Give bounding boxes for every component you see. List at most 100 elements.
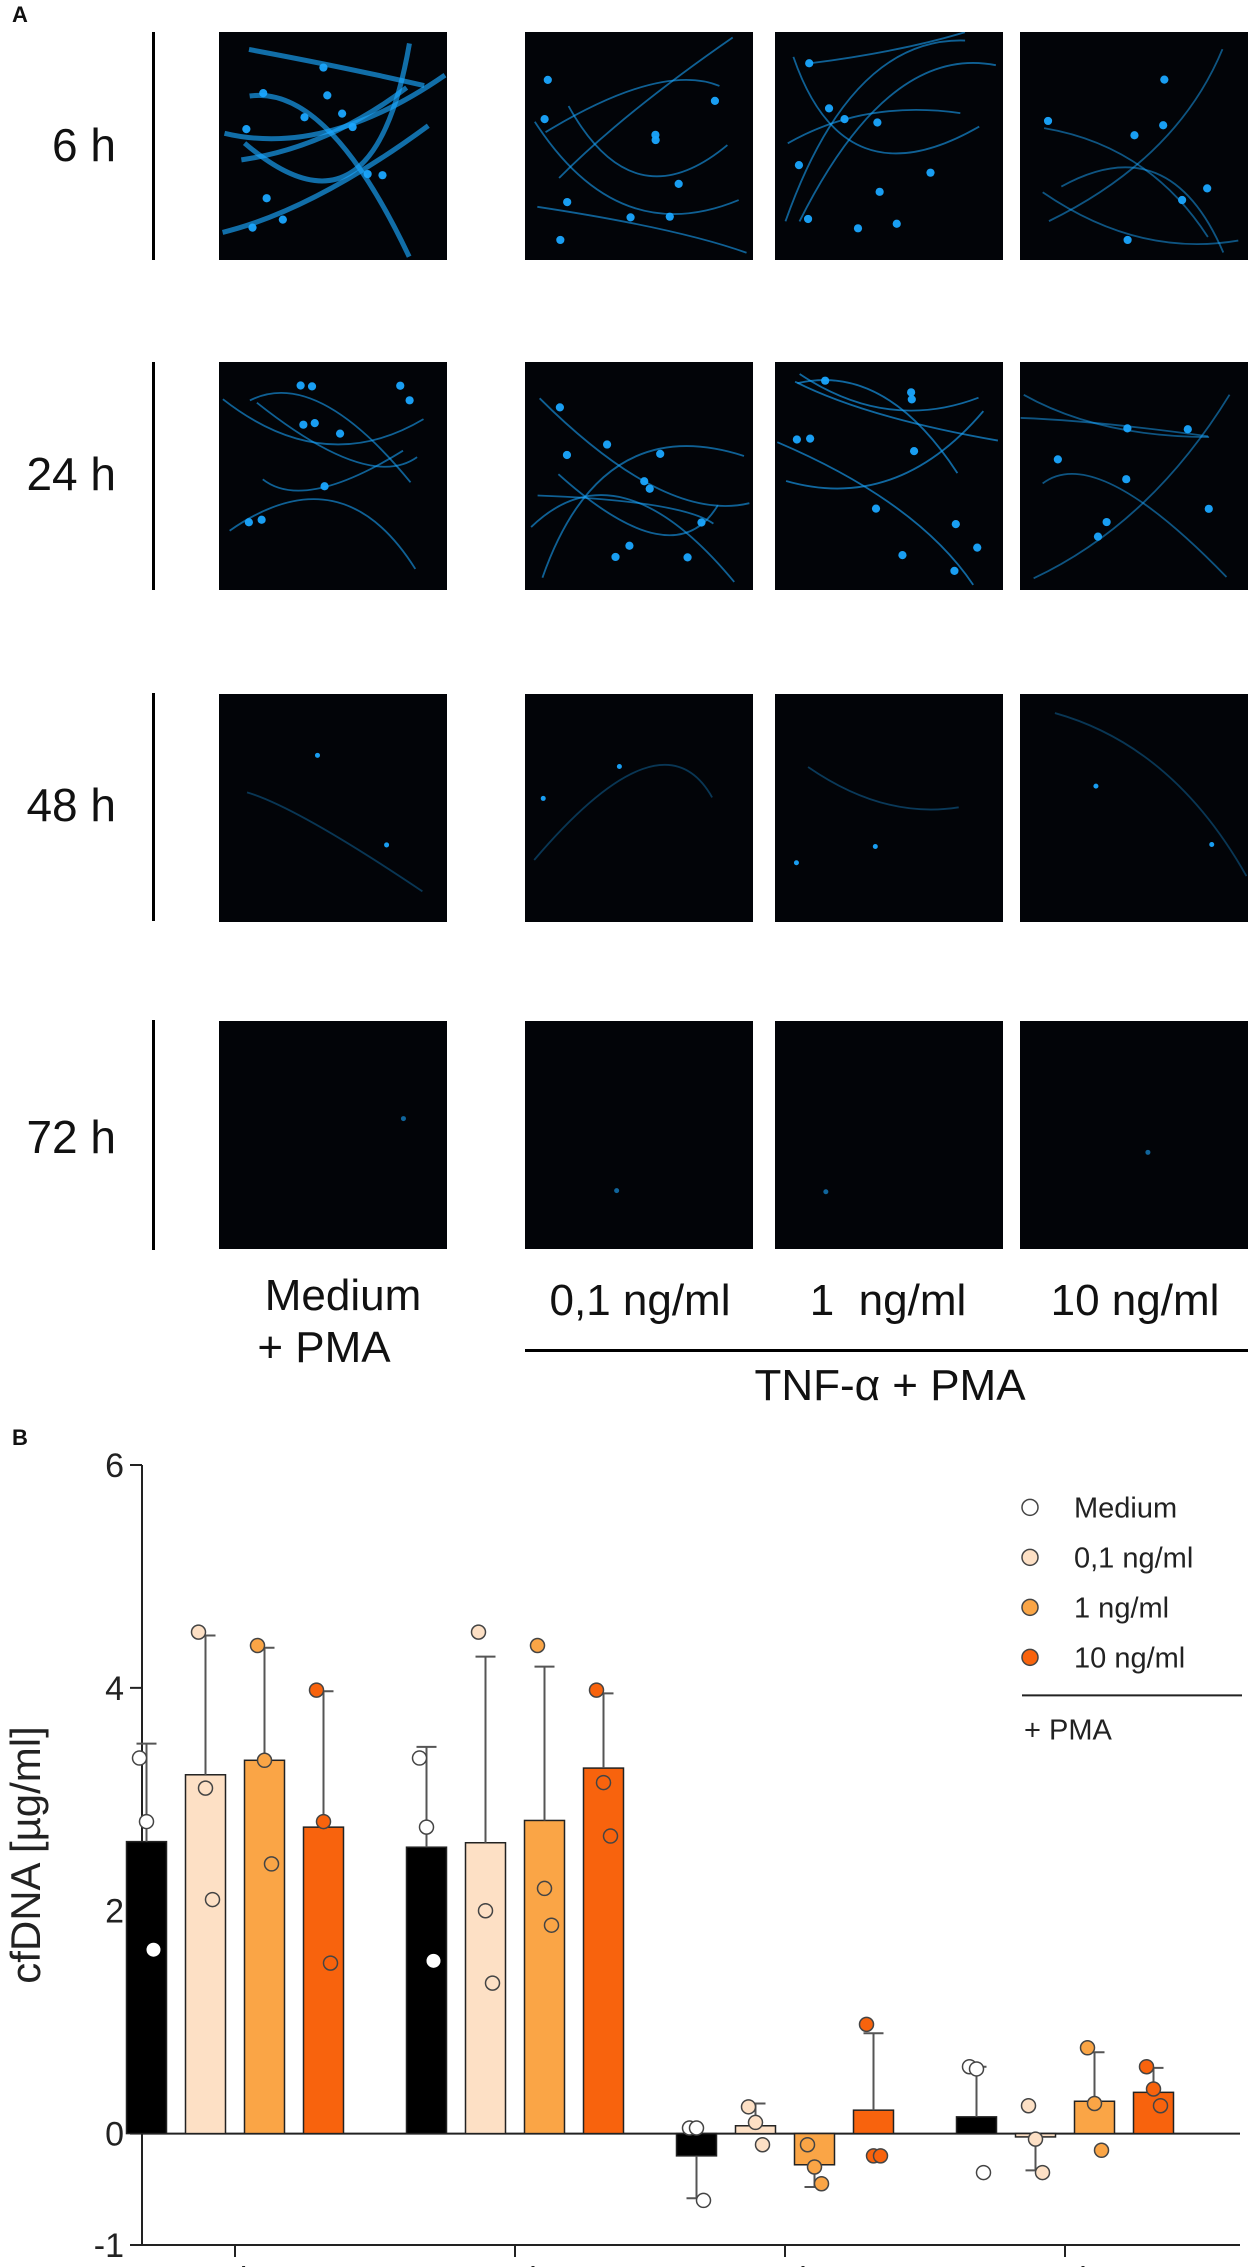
- data-point: [872, 2148, 889, 2164]
- bar-0-0: [125, 1840, 168, 2135]
- bar-3-3: [1132, 2091, 1175, 2135]
- panel-a-label: A: [12, 2, 28, 27]
- bar-2-1: [523, 1819, 566, 2135]
- y-tick-label: -1: [94, 2227, 124, 2265]
- data-point: [813, 2175, 830, 2192]
- data-point: [968, 2061, 985, 2077]
- legend-footer: + PMA: [1024, 1714, 1112, 1746]
- data-point: [536, 1880, 553, 1897]
- data-point: [484, 1975, 501, 1991]
- row-bar-24h: [152, 362, 155, 590]
- data-point: [263, 1856, 280, 1872]
- data-point: [695, 2192, 712, 2209]
- x-tick-label: 48 h: [752, 2261, 818, 2267]
- bar-3-0: [302, 1826, 345, 2135]
- data-point: [190, 1624, 207, 1640]
- conc-label-1: 1 ng/ml: [809, 1276, 967, 1325]
- data-point: [426, 1953, 441, 1968]
- micrograph-r2-c3: [775, 362, 1003, 590]
- y-tick-label: 6: [105, 1447, 124, 1485]
- micrograph-r4-c1: [219, 1021, 447, 1249]
- bar-1-0: [184, 1774, 227, 2135]
- micrograph-r4-c3: [775, 1021, 1003, 1249]
- data-point: [975, 2164, 992, 2181]
- data-point: [138, 1813, 155, 1830]
- conc-label-10: 10 ng/ml: [1050, 1276, 1220, 1325]
- data-point: [146, 1942, 161, 1957]
- medium-label-line1: Medium: [264, 1271, 422, 1320]
- data-point: [197, 1780, 214, 1796]
- row-bar-6h: [152, 32, 155, 260]
- legend-label-0: Medium: [1074, 1492, 1177, 1524]
- data-point: [249, 1637, 266, 1654]
- data-point: [204, 1891, 221, 1908]
- micrograph-r1-c3: [775, 32, 1003, 260]
- data-point: [1093, 2142, 1110, 2159]
- micrograph-r1-c4: [1020, 32, 1248, 260]
- data-point: [1027, 2131, 1044, 2147]
- data-point: [543, 1917, 560, 1933]
- data-point: [754, 2136, 771, 2153]
- legend-marker-1: [1021, 1548, 1039, 1567]
- bar-1-1: [464, 1841, 507, 2135]
- tnf-group-label: TNF-α + PMA: [754, 1361, 1026, 1410]
- medium-label-line2: + PMA: [257, 1323, 391, 1372]
- data-point: [588, 1682, 605, 1698]
- y-tick-label: 4: [105, 1670, 124, 1708]
- data-point: [1145, 2081, 1162, 2097]
- legend-marker-0: [1021, 1498, 1039, 1517]
- micrograph-r1-c1: [219, 32, 447, 260]
- x-tick-label: 6 h: [211, 2261, 258, 2267]
- legend-label-2: 1 ng/ml: [1074, 1592, 1169, 1624]
- data-point: [315, 1813, 332, 1830]
- y-tick-label: 2: [105, 1893, 124, 1931]
- data-point: [1020, 2097, 1037, 2114]
- data-point: [740, 2099, 757, 2115]
- data-point: [1086, 2095, 1103, 2112]
- data-point: [131, 1750, 148, 1766]
- micrograph-r2-c1: [219, 362, 447, 590]
- bar-3-1: [582, 1767, 625, 2135]
- legend-marker-2: [1021, 1598, 1039, 1617]
- data-point: [688, 2120, 705, 2136]
- time-label-72h: 72 h: [26, 1111, 116, 1163]
- data-point: [858, 2016, 875, 2033]
- panel-b-label: B: [12, 1425, 28, 1450]
- data-point: [806, 2159, 823, 2175]
- x-tick-label: 72 h: [1032, 2261, 1098, 2267]
- data-point: [529, 1637, 546, 1654]
- data-point: [308, 1682, 325, 1698]
- bar-2-0: [243, 1759, 286, 2135]
- bar-0-2: [675, 2132, 718, 2157]
- micrograph-r3-c1: [219, 694, 447, 922]
- micrograph-r4-c4: [1020, 1021, 1248, 1249]
- bar-0-3: [955, 2116, 998, 2135]
- micrograph-r4-c2: [525, 1021, 753, 1249]
- micrograph-r3-c3: [775, 694, 1003, 922]
- time-label-24h: 24 h: [26, 448, 116, 500]
- micrograph-r2-c2: [525, 362, 753, 590]
- data-point: [595, 1774, 612, 1791]
- x-tick-label: 24 h: [482, 2261, 548, 2267]
- legend-label-1: 0,1 ng/ml: [1074, 1542, 1193, 1574]
- data-point: [470, 1624, 487, 1640]
- cfdna-bar-chart: -1 0 2 4 6 cfDNA [µg/ml] 6 h 24 h 48 h 72 h Medium…: [2, 1447, 1242, 2267]
- legend-marker-3: [1021, 1648, 1039, 1667]
- micrograph-r2-c4: [1020, 362, 1248, 590]
- bar-3-2: [852, 2109, 895, 2135]
- data-point: [1152, 2097, 1169, 2114]
- data-point: [322, 1955, 339, 1971]
- data-point: [1138, 2058, 1155, 2075]
- medium-label: Medium + PMA: [228, 1270, 458, 1374]
- micrograph-r1-c2: [525, 32, 753, 260]
- micrograph-r3-c2: [525, 694, 753, 922]
- micrograph-r3-c4: [1020, 694, 1248, 922]
- data-point: [411, 1750, 428, 1766]
- data-point: [747, 2114, 764, 2131]
- y-axis-label: cfDNA [µg/ml]: [2, 1726, 49, 1984]
- bar-0-1: [405, 1846, 448, 2135]
- data-point: [602, 1828, 619, 1844]
- time-label-6h: 6 h: [52, 119, 116, 171]
- tnf-group-line: [525, 1349, 1248, 1352]
- data-point: [256, 1752, 273, 1769]
